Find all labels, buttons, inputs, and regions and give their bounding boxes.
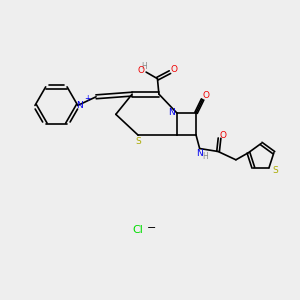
Text: N: N: [168, 108, 175, 117]
Text: N: N: [196, 149, 202, 158]
Text: O: O: [137, 66, 144, 75]
Text: S: S: [135, 137, 141, 146]
Text: O: O: [171, 65, 178, 74]
Text: H: H: [202, 152, 208, 161]
Text: Cl: Cl: [133, 225, 143, 235]
Text: O: O: [220, 130, 226, 140]
Text: H: H: [142, 62, 147, 71]
Text: S: S: [272, 166, 278, 175]
Text: −: −: [147, 223, 156, 233]
Text: O: O: [203, 92, 210, 100]
Text: +: +: [84, 94, 91, 103]
Text: N: N: [76, 101, 83, 110]
